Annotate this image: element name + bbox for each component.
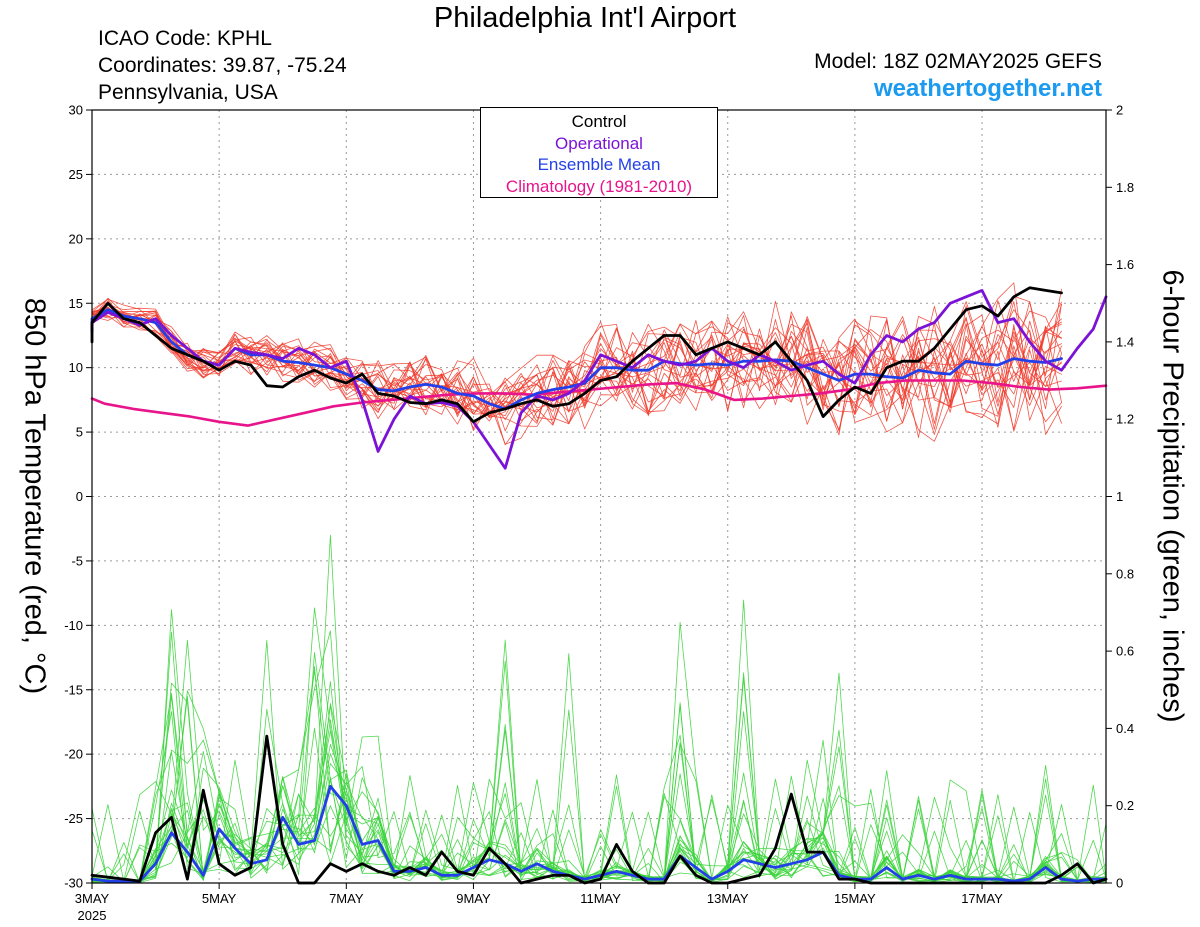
plot-frame [91, 109, 1107, 884]
grid [92, 109, 1106, 884]
temperature-member-line [91, 305, 1062, 432]
temperature-member-line [91, 298, 1062, 424]
x-tick-label: 17MAY [961, 891, 1003, 906]
y-left-tick-label: -25 [64, 811, 83, 826]
axes: 302520151050-5-10-15-20-25-3021.81.61.41… [64, 103, 1134, 924]
temperature-member-line [91, 303, 1062, 432]
legend-ensemble-mean: Ensemble Mean [537, 155, 661, 174]
y-left-tick-label: -10 [64, 618, 83, 633]
y-right-tick-label: 2 [1116, 103, 1123, 118]
precipitation-member-line [91, 622, 1107, 883]
precipitation-ensemble-members [91, 534, 1107, 883]
series-operational-temperature-line [90, 289, 1108, 470]
temperature-member-line [91, 288, 1062, 425]
y-left-tick-label: 30 [69, 103, 83, 118]
x-tick-label: 3MAY [75, 891, 110, 906]
precipitation-member-line [91, 534, 1107, 883]
website-label: weathertogether.net [873, 75, 1102, 102]
y-left-tick-label: 5 [76, 425, 83, 440]
y-left-tick-label: 25 [69, 167, 83, 182]
legend-operational: Operational [555, 133, 643, 153]
coordinates: Coordinates: 39.87, -75.24 [98, 54, 347, 77]
temperature-member-line [91, 304, 1062, 425]
y-left-tick-label: 15 [69, 296, 83, 311]
y-left-tick-label: -5 [71, 553, 83, 568]
temperature-member-line [91, 297, 1062, 427]
y-right-tick-label: 1.2 [1116, 412, 1134, 427]
y-right-tick-label: 0 [1116, 876, 1123, 891]
y-right-tick-label: 0.4 [1116, 721, 1134, 736]
y-right-tick-label: 0.2 [1116, 798, 1134, 813]
y-axis-left-label: 850 hPa Temperature (red, °C) [18, 297, 51, 695]
y-right-tick-label: 0.8 [1116, 566, 1134, 581]
y-right-tick-label: 1.4 [1116, 334, 1134, 349]
y-right-tick-label: 1.6 [1116, 257, 1134, 272]
legend-climatology: Climatology (1981-2010) [505, 176, 693, 196]
chart-title: Philadelphia Int'l Airport [433, 2, 737, 34]
y-left-tick-label: -30 [64, 876, 83, 891]
x-tick-label: 5MAY [202, 891, 237, 906]
y-left-tick-label: 20 [69, 231, 83, 246]
precipitation-member-line [91, 607, 1107, 883]
temperature-ensemble-members [91, 282, 1062, 446]
x-tick-label: 9MAY [456, 891, 491, 906]
series-ensemble-mean-precipitation-line [90, 785, 1108, 883]
y-left-tick-label: 10 [69, 360, 83, 375]
temperature-member-line [91, 309, 1062, 435]
x-tick-label: 7MAY [329, 891, 364, 906]
series-control-temperature-line [90, 286, 1063, 424]
y-left-tick-label: -20 [64, 747, 83, 762]
temperature-member-line [91, 306, 1062, 436]
y-right-tick-label: 0.6 [1116, 644, 1134, 659]
y-left-tick-label: -15 [64, 682, 83, 697]
region: Pennsylvania, USA [98, 81, 278, 104]
x-tick-label: 11MAY [580, 891, 621, 906]
x-tick-label: 15MAY [834, 891, 876, 906]
precipitation-member-line [91, 767, 1107, 883]
precipitation-member-line [91, 630, 1107, 883]
temperature-member-line [91, 298, 1062, 433]
icao-code: ICAO Code: KPHL [98, 27, 272, 50]
temperature-member-line [91, 301, 1062, 425]
precipitation-member-line [91, 609, 1107, 883]
y-left-tick-label: 0 [76, 489, 83, 504]
x-tick-label: 13MAY [707, 891, 749, 906]
legend: Control Operational Ensemble Mean Climat… [480, 107, 718, 198]
precipitation-member-line [91, 681, 1107, 883]
y-right-tick-label: 1.8 [1116, 180, 1134, 195]
model-run: Model: 18Z 02MAY2025 GEFS [814, 50, 1102, 73]
y-right-tick-label: 1 [1116, 489, 1123, 504]
x-tick-year-label: 2025 [78, 908, 107, 923]
legend-control: Control [571, 112, 627, 131]
precipitation-member-line [91, 639, 1107, 883]
y-axis-right-label: 6-hour Precipitation (green, inches) [1156, 269, 1189, 723]
